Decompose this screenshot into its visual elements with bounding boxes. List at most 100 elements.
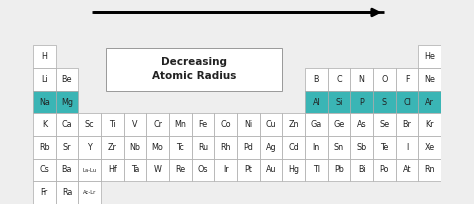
Text: Ba: Ba	[62, 165, 72, 174]
FancyBboxPatch shape	[373, 91, 396, 113]
Text: Na: Na	[39, 98, 50, 106]
Text: Ir: Ir	[223, 165, 228, 174]
Text: Ne: Ne	[424, 75, 435, 84]
FancyBboxPatch shape	[260, 159, 283, 181]
Text: H: H	[41, 52, 47, 61]
FancyBboxPatch shape	[373, 113, 396, 136]
FancyBboxPatch shape	[419, 159, 441, 181]
FancyBboxPatch shape	[350, 91, 373, 113]
Text: Sb: Sb	[356, 143, 367, 152]
Text: K: K	[42, 120, 47, 129]
Text: Hg: Hg	[288, 165, 299, 174]
FancyBboxPatch shape	[373, 159, 396, 181]
FancyBboxPatch shape	[328, 159, 350, 181]
FancyBboxPatch shape	[328, 136, 350, 159]
Text: Pd: Pd	[243, 143, 253, 152]
Text: Be: Be	[62, 75, 72, 84]
FancyBboxPatch shape	[396, 159, 419, 181]
Text: As: As	[357, 120, 366, 129]
Text: Sr: Sr	[63, 143, 71, 152]
Text: Ca: Ca	[62, 120, 73, 129]
Text: B: B	[314, 75, 319, 84]
Text: Re: Re	[175, 165, 185, 174]
Text: W: W	[154, 165, 162, 174]
Text: Mg: Mg	[61, 98, 73, 106]
FancyBboxPatch shape	[350, 136, 373, 159]
Text: V: V	[132, 120, 138, 129]
FancyBboxPatch shape	[101, 136, 124, 159]
FancyBboxPatch shape	[55, 181, 78, 204]
FancyBboxPatch shape	[33, 181, 55, 204]
FancyBboxPatch shape	[33, 159, 55, 181]
Text: Cd: Cd	[288, 143, 299, 152]
Text: Y: Y	[87, 143, 92, 152]
Text: At: At	[403, 165, 411, 174]
FancyBboxPatch shape	[283, 113, 305, 136]
Text: Cs: Cs	[39, 165, 49, 174]
Text: Tc: Tc	[176, 143, 184, 152]
FancyBboxPatch shape	[146, 113, 169, 136]
Text: Au: Au	[266, 165, 276, 174]
Text: Kr: Kr	[426, 120, 434, 129]
FancyBboxPatch shape	[283, 159, 305, 181]
FancyBboxPatch shape	[191, 136, 214, 159]
Text: Br: Br	[402, 120, 411, 129]
FancyBboxPatch shape	[396, 113, 419, 136]
Text: Tl: Tl	[313, 165, 320, 174]
FancyBboxPatch shape	[373, 68, 396, 91]
Text: Sc: Sc	[85, 120, 94, 129]
FancyBboxPatch shape	[237, 136, 260, 159]
Text: Mo: Mo	[152, 143, 164, 152]
Text: Fe: Fe	[199, 120, 208, 129]
Text: In: In	[313, 143, 320, 152]
Text: Si: Si	[335, 98, 343, 106]
Text: Ag: Ag	[266, 143, 276, 152]
FancyBboxPatch shape	[106, 48, 283, 91]
Text: Li: Li	[41, 75, 48, 84]
FancyBboxPatch shape	[396, 136, 419, 159]
Text: Decreasing
Atomic Radius: Decreasing Atomic Radius	[152, 57, 236, 81]
Text: Ru: Ru	[198, 143, 208, 152]
Text: Cr: Cr	[153, 120, 162, 129]
FancyBboxPatch shape	[305, 91, 328, 113]
Text: Cu: Cu	[266, 120, 276, 129]
FancyBboxPatch shape	[191, 159, 214, 181]
Text: Co: Co	[220, 120, 231, 129]
Text: Zr: Zr	[108, 143, 117, 152]
FancyBboxPatch shape	[33, 45, 55, 68]
Text: S: S	[382, 98, 387, 106]
Text: Po: Po	[380, 165, 389, 174]
FancyBboxPatch shape	[33, 136, 55, 159]
Text: O: O	[381, 75, 388, 84]
Text: Ac-Lr: Ac-Lr	[83, 190, 96, 195]
FancyBboxPatch shape	[373, 136, 396, 159]
Text: C: C	[336, 75, 342, 84]
FancyBboxPatch shape	[55, 91, 78, 113]
FancyBboxPatch shape	[33, 113, 55, 136]
FancyBboxPatch shape	[350, 68, 373, 91]
Text: Rb: Rb	[39, 143, 50, 152]
Text: Bi: Bi	[358, 165, 365, 174]
Text: La-Lu: La-Lu	[82, 167, 97, 173]
Text: Mn: Mn	[174, 120, 186, 129]
FancyBboxPatch shape	[78, 113, 101, 136]
Text: N: N	[359, 75, 365, 84]
Text: Hf: Hf	[108, 165, 117, 174]
Text: Pt: Pt	[245, 165, 252, 174]
Text: Pb: Pb	[334, 165, 344, 174]
Text: Xe: Xe	[425, 143, 435, 152]
FancyBboxPatch shape	[78, 159, 101, 181]
FancyBboxPatch shape	[124, 136, 146, 159]
Text: Sn: Sn	[334, 143, 344, 152]
Text: Fr: Fr	[41, 188, 48, 197]
FancyBboxPatch shape	[214, 136, 237, 159]
Text: F: F	[405, 75, 409, 84]
FancyBboxPatch shape	[191, 113, 214, 136]
FancyBboxPatch shape	[124, 113, 146, 136]
FancyBboxPatch shape	[214, 113, 237, 136]
FancyBboxPatch shape	[328, 113, 350, 136]
FancyBboxPatch shape	[169, 159, 191, 181]
Text: Ar: Ar	[425, 98, 434, 106]
FancyBboxPatch shape	[305, 68, 328, 91]
FancyBboxPatch shape	[55, 136, 78, 159]
